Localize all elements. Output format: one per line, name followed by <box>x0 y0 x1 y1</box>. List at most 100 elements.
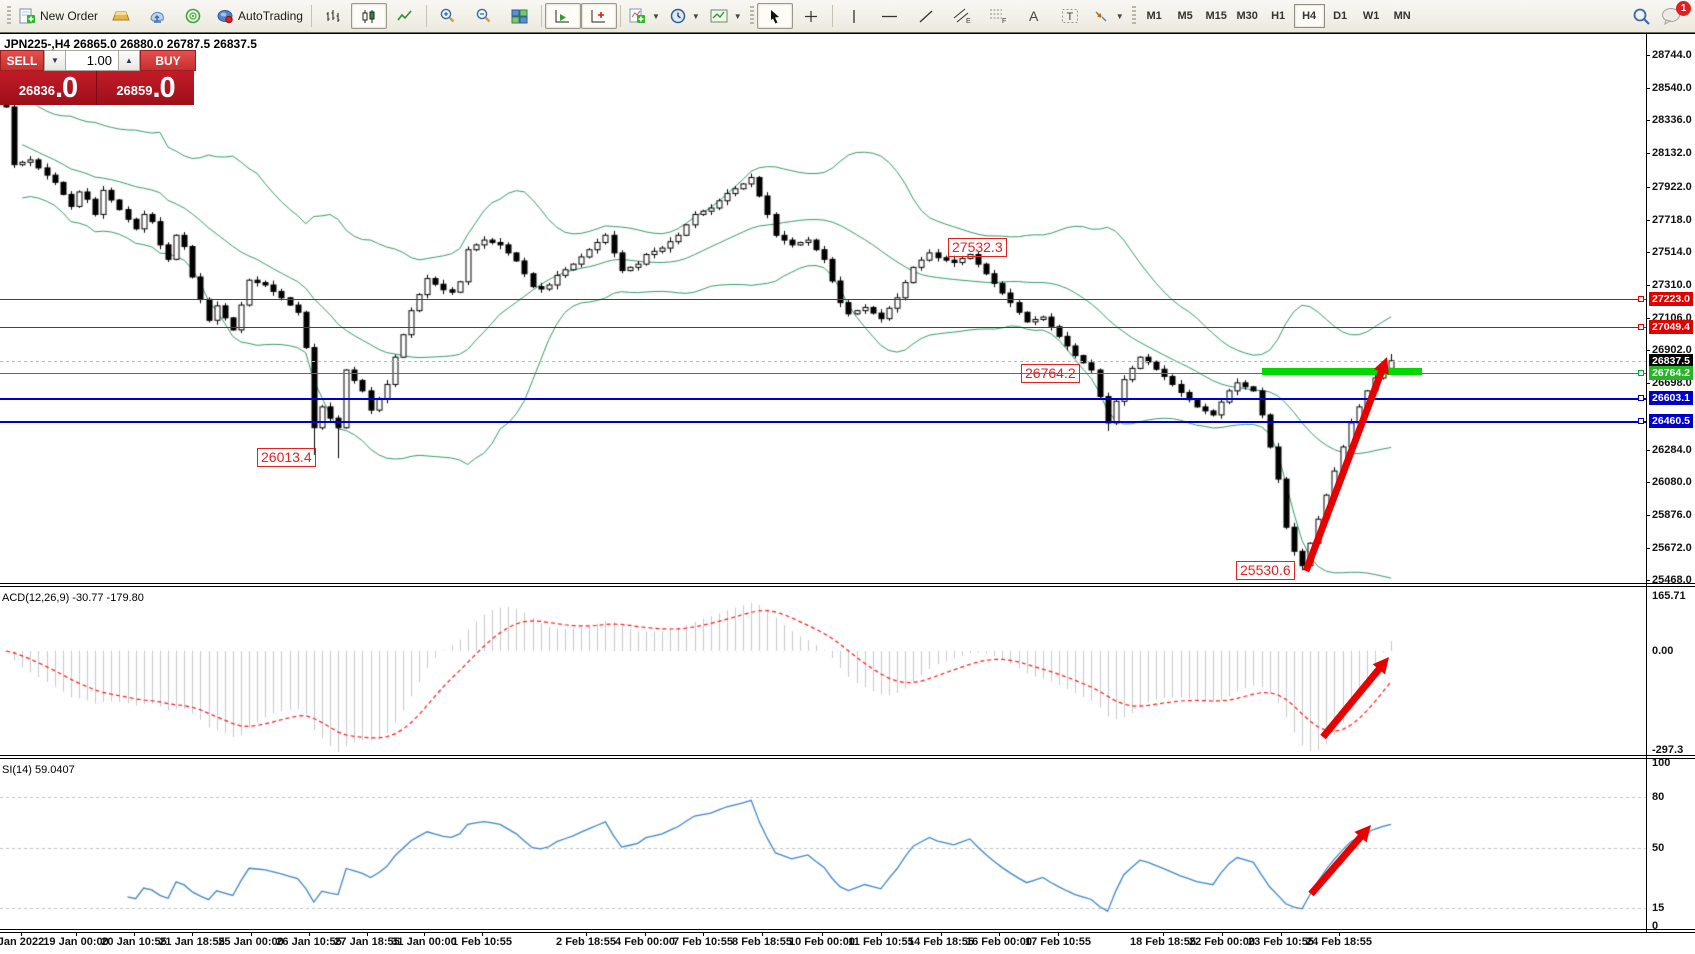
candlestick-chart-icon <box>362 9 375 23</box>
new-order-button[interactable]: New Order <box>14 3 103 29</box>
price-annotation-label[interactable]: 25530.6 <box>1236 561 1295 580</box>
time-tick-label: 24 Feb 18:55 <box>1305 936 1373 948</box>
price-annotation-label[interactable]: 27532.3 <box>948 238 1007 257</box>
level-line-anchor[interactable] <box>1638 296 1644 302</box>
rsi-tick-label: 15 <box>1652 902 1665 915</box>
price-tick-mark <box>1646 317 1650 319</box>
templates-dropdown-arrow[interactable]: ▼ <box>733 11 742 21</box>
horizontal-level-line[interactable] <box>0 327 1646 328</box>
price-tick-mark <box>1646 547 1650 549</box>
arrows-tool-icon <box>1095 11 1107 21</box>
timeframe-m15[interactable]: M15 <box>1205 10 1227 22</box>
time-tick-mark <box>251 932 252 936</box>
vertical-line-tool-button[interactable] <box>836 3 872 29</box>
green-highlight-band[interactable] <box>1262 368 1422 375</box>
periods-dropdown-arrow[interactable]: ▼ <box>691 11 700 21</box>
time-tick-label: 18 Feb 18:55 <box>1129 936 1197 948</box>
price-tick-mark <box>1646 219 1650 221</box>
chart-title: JPN225-,H4 26865.0 26880.0 26787.5 26837… <box>4 37 257 51</box>
price-tick-label: 28336.0 <box>1652 114 1692 127</box>
toolbar-drag-handle[interactable] <box>1131 6 1136 26</box>
time-tick-mark <box>192 932 193 936</box>
gold-button[interactable] <box>103 3 139 29</box>
timeframe-m5[interactable]: M5 <box>1177 10 1193 22</box>
toolbar-drag-handle[interactable] <box>749 6 754 26</box>
indicators-dropdown-arrow[interactable]: ▼ <box>651 11 660 21</box>
ask-price-pips: .0 <box>152 72 175 104</box>
time-tick-mark <box>309 932 310 936</box>
horizontal-level-line[interactable] <box>0 373 1646 374</box>
candlestick-chart-button[interactable] <box>350 3 387 29</box>
broadcast-button[interactable] <box>175 3 211 29</box>
time-tick-label: 21 Jan 18:55 <box>159 936 225 948</box>
arrows-dropdown-arrow[interactable]: ▼ <box>1115 11 1124 21</box>
level-line-anchor[interactable] <box>1638 395 1644 401</box>
bar-chart-button[interactable] <box>315 3 351 29</box>
auto-scroll-icon <box>555 9 570 22</box>
pane-separator-main-macd[interactable] <box>0 583 1695 584</box>
horizontal-level-line[interactable] <box>0 299 1646 300</box>
timeframe-mn[interactable]: MN <box>1393 10 1411 22</box>
channel-tool-button[interactable]: E <box>944 3 980 29</box>
time-tick-mark <box>21 932 22 936</box>
text-tool-button[interactable]: A <box>1016 3 1052 29</box>
gold-bar-icon <box>112 11 130 21</box>
price-tick-label: 27514.0 <box>1652 246 1692 259</box>
publish-chart-icon <box>150 11 164 23</box>
chart-shift-button[interactable] <box>580 3 617 29</box>
toolbar-drag-handle[interactable] <box>7 6 11 26</box>
text-label-tool-button[interactable]: T <box>1052 3 1088 29</box>
level-line-anchor[interactable] <box>1638 324 1644 330</box>
volume-input[interactable]: 1.00 <box>66 50 118 71</box>
arrows-tool-button[interactable]: ▼ <box>1088 3 1129 29</box>
buy-button[interactable]: BUY <box>140 50 196 71</box>
indicators-button[interactable]: ▼ <box>624 3 665 29</box>
zoom-in-button[interactable] <box>430 3 466 29</box>
horizontal-line-tool-button[interactable] <box>872 3 908 29</box>
time-tick-mark <box>424 932 425 936</box>
volume-decrease-button[interactable]: ▼ <box>44 50 66 71</box>
timeframe-h1[interactable]: H1 <box>1271 10 1286 22</box>
timeframe-m1[interactable]: M1 <box>1146 10 1162 22</box>
price-tick-mark <box>1646 350 1650 352</box>
search-icon[interactable] <box>1632 7 1651 26</box>
price-annotation-label[interactable]: 26013.4 <box>257 448 316 467</box>
zoom-out-button[interactable] <box>466 3 502 29</box>
auto-scroll-button[interactable] <box>544 3 581 29</box>
periods-button[interactable]: ▼ <box>665 3 705 29</box>
bid-price[interactable]: 26836 .0 <box>0 71 97 105</box>
line-chart-button[interactable] <box>387 3 423 29</box>
horizontal-level-line[interactable] <box>0 398 1646 400</box>
macd-label: ACD(12,26,9) -30.77 -179.80 <box>2 592 144 604</box>
fibonacci-tool-button[interactable]: F <box>980 3 1016 29</box>
time-tick-label: Jan 2022 <box>0 936 45 948</box>
timeframe-w1[interactable]: W1 <box>1362 10 1380 22</box>
tile-windows-button[interactable] <box>502 3 538 29</box>
price-annotation-label[interactable]: 26764.2 <box>1021 364 1080 383</box>
notifications-button[interactable]: 1 <box>1661 1 1691 25</box>
timeframe-h4[interactable]: H4 <box>1293 4 1325 28</box>
level-line-anchor[interactable] <box>1638 370 1644 376</box>
ask-price[interactable]: 26859 .0 <box>97 71 194 105</box>
volume-increase-button[interactable]: ▲ <box>118 50 140 71</box>
timeframe-d1[interactable]: D1 <box>1333 10 1348 22</box>
autotrading-button[interactable]: AutoTrading <box>211 3 308 29</box>
tile-windows-icon <box>511 9 528 23</box>
chat-bubble-icon <box>1662 8 1680 25</box>
sell-button[interactable]: SELL <box>0 50 44 71</box>
level-line-anchor[interactable] <box>1638 418 1644 424</box>
vertical-line-icon <box>853 9 855 23</box>
timeframe-m30[interactable]: M30 <box>1236 10 1258 22</box>
current-price-line[interactable] <box>0 361 1646 362</box>
crosshair-tool-button[interactable] <box>793 3 829 29</box>
pane-separator-macd-rsi[interactable] <box>0 755 1695 756</box>
templates-button[interactable]: ▼ <box>705 3 747 29</box>
cursor-tool-button[interactable] <box>756 3 793 29</box>
trendline-tool-button[interactable] <box>908 3 944 29</box>
publish-button[interactable] <box>139 3 175 29</box>
price-tick-label: 26902.0 <box>1652 344 1692 357</box>
time-tick-mark <box>1222 932 1223 936</box>
horizontal-level-line[interactable] <box>0 421 1646 423</box>
